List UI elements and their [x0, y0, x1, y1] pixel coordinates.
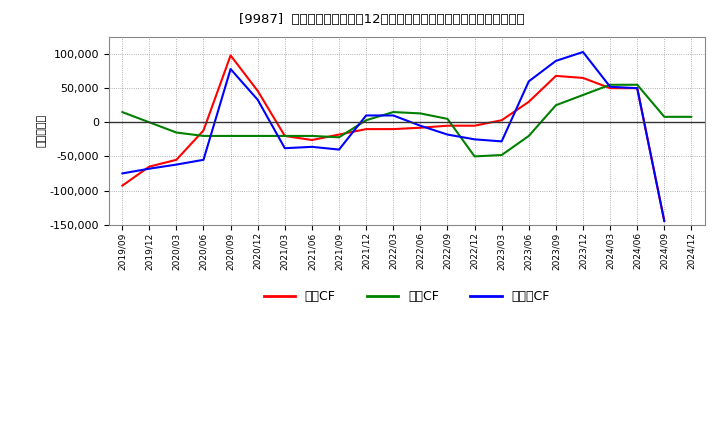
Y-axis label: （百万円）: （百万円）	[37, 114, 47, 147]
Legend: 営業CF, 投賃CF, フリーCF: 営業CF, 投賃CF, フリーCF	[258, 286, 555, 308]
Text: [9987]  キャッシュフローの12か月移動合計の対前年同期増減額の推移: [9987] キャッシュフローの12か月移動合計の対前年同期増減額の推移	[239, 13, 524, 26]
